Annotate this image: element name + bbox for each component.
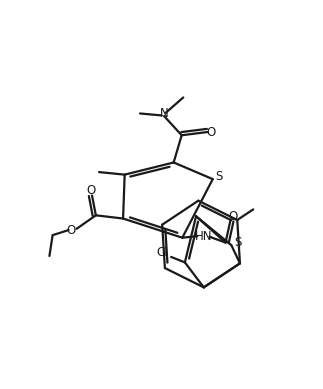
Text: O: O — [66, 224, 76, 237]
Text: O: O — [228, 210, 237, 223]
Text: O: O — [207, 126, 216, 138]
Text: S: S — [215, 170, 223, 183]
Text: O: O — [87, 184, 96, 197]
Text: S: S — [235, 236, 242, 249]
Text: N: N — [160, 107, 168, 120]
Text: HN: HN — [194, 230, 212, 243]
Text: Cl: Cl — [157, 246, 168, 259]
